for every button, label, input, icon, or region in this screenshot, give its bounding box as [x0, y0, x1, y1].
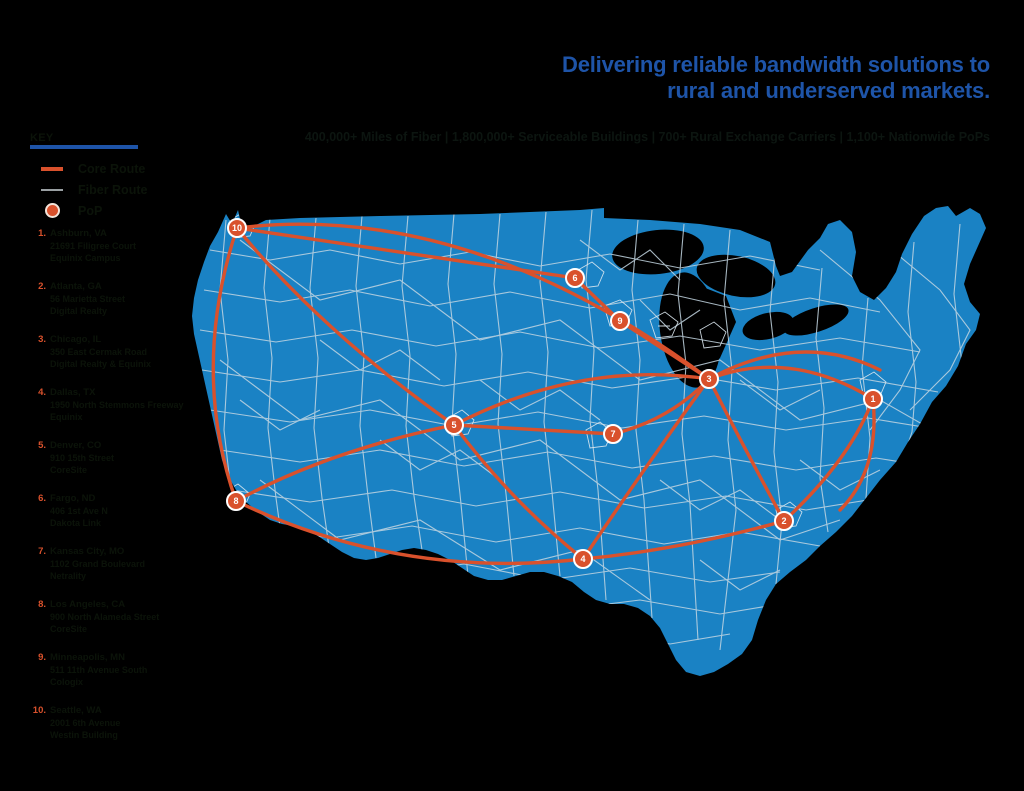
list-item: 10. Seattle, WA 2001 6th Avenue Westin B… [30, 705, 190, 741]
pop-index: 7. [38, 546, 46, 557]
pop-marker-1[interactable]: 1 [863, 389, 883, 409]
pop-address: 1950 North Stemmons Freeway [50, 400, 184, 410]
pop-facility: Dakota Link [50, 518, 102, 528]
list-item: 1. Ashburn, VA 21691 Filigree Court Equi… [30, 228, 190, 264]
pop-address: 2001 6th Avenue [50, 718, 121, 728]
pop-marker-8[interactable]: 8 [226, 491, 246, 511]
pop-marker-4[interactable]: 4 [573, 549, 593, 569]
list-item: 3. Chicago, IL 350 East Cermak Road Digi… [30, 334, 190, 370]
pop-city: Seattle, WA [50, 705, 102, 716]
pop-city: Chicago, IL [50, 334, 102, 345]
pop-index: 3. [38, 334, 46, 345]
pop-city: Ashburn, VA [50, 228, 107, 239]
pop-index: 1. [38, 228, 46, 239]
list-item: 8. Los Angeles, CA 900 North Alameda Str… [30, 599, 190, 635]
page-header: Delivering reliable bandwidth solutions … [0, 52, 990, 104]
pop-address: 21691 Filigree Court [50, 241, 137, 251]
list-item: 5. Denver, CO 910 15th Street CoreSite [30, 440, 190, 476]
stats-subtitle: 400,000+ Miles of Fiber | 1,800,000+ Ser… [304, 130, 990, 144]
legend-item-core-route: Core Route [36, 158, 180, 179]
pop-index: 5. [38, 440, 46, 451]
pop-markers-layer: 1 2 3 4 5 [226, 218, 883, 569]
pop-marker-3[interactable]: 3 [699, 369, 719, 389]
page-title-line-2: rural and underserved markets. [667, 78, 990, 103]
pop-city: Los Angeles, CA [50, 599, 126, 610]
pop-facility: Digital Realty [50, 306, 108, 316]
pop-index: 4. [38, 387, 46, 398]
pop-marker-5[interactable]: 5 [444, 415, 464, 435]
pop-facility: CoreSite [50, 465, 88, 475]
pop-index: 10. [32, 705, 46, 716]
pop-address: 910 15th Street [50, 453, 115, 463]
legend-title: KEY [30, 132, 54, 144]
pop-city: Denver, CO [50, 440, 102, 451]
pop-facility: Digital Realty & Equinix [50, 359, 152, 369]
pop-marker-label: 4 [580, 554, 585, 564]
pop-marker-label: 7 [610, 429, 615, 439]
usa-landmass [192, 206, 986, 676]
legend-label-fiber-route: Fiber Route [78, 182, 148, 197]
list-item: 7. Kansas City, MO 1102 Grand Boulevard … [30, 546, 190, 582]
legend-label-core-route: Core Route [78, 161, 146, 176]
pop-facility: Equinix [50, 412, 83, 422]
orange-ring-icon [36, 203, 68, 218]
orange-line-icon [36, 166, 68, 171]
pop-marker-label: 9 [617, 316, 622, 326]
pop-address: 56 Marietta Street [50, 294, 126, 304]
pop-city: Dallas, TX [50, 387, 96, 398]
list-item: 6. Fargo, ND 406 1st Ave N Dakota Link [30, 493, 190, 529]
pop-index: 9. [38, 652, 46, 663]
list-item: 2. Atlanta, GA 56 Marietta Street Digita… [30, 281, 190, 317]
page-title-line-1: Delivering reliable bandwidth solutions … [562, 52, 990, 77]
map-legend: KEY Core Route Fiber Route PoP [30, 132, 180, 221]
usa-network-map: 1 2 3 4 5 [180, 180, 1020, 760]
pop-marker-10[interactable]: 10 [227, 218, 247, 238]
pop-marker-7[interactable]: 7 [603, 424, 623, 444]
pop-marker-6[interactable]: 6 [565, 268, 585, 288]
pop-marker-label: 8 [233, 496, 238, 506]
pop-address: 350 East Cermak Road [50, 347, 148, 357]
pop-address: 406 1st Ave N [50, 506, 108, 516]
pop-facility: Equinix Campus [50, 253, 121, 263]
legend-item-pop: PoP [36, 200, 180, 221]
list-item: 9. Minneapolis, MN 511 11th Avenue South… [30, 652, 190, 688]
pop-marker-9[interactable]: 9 [610, 311, 630, 331]
pop-marker-label: 6 [572, 273, 577, 283]
pop-city: Kansas City, MO [50, 546, 125, 557]
pop-address: 1102 Grand Boulevard [50, 559, 146, 569]
pop-index: 2. [38, 281, 46, 292]
pop-marker-label: 3 [706, 374, 711, 384]
pop-facility: Netrality [50, 571, 87, 581]
pop-city: Fargo, ND [50, 493, 96, 504]
pop-facility: Westin Building [50, 730, 118, 740]
pop-marker-label: 1 [870, 394, 875, 404]
list-item: 4. Dallas, TX 1950 North Stemmons Freewa… [30, 387, 190, 423]
pop-address: 900 North Alameda Street [50, 612, 160, 622]
pop-marker-label: 5 [451, 420, 456, 430]
pop-index: 8. [38, 599, 46, 610]
pop-city: Minneapolis, MN [50, 652, 125, 663]
pop-facility: CoreSite [50, 624, 88, 634]
pop-address: 511 11th Avenue South [50, 665, 148, 675]
pop-location-list: 1. Ashburn, VA 21691 Filigree Court Equi… [30, 228, 190, 758]
pop-index: 6. [38, 493, 46, 504]
legend-item-fiber-route: Fiber Route [36, 179, 180, 200]
pop-city: Atlanta, GA [50, 281, 102, 292]
pop-facility: Cologix [50, 677, 83, 687]
pop-marker-label: 2 [781, 516, 786, 526]
gray-line-icon [36, 188, 68, 191]
pop-marker-2[interactable]: 2 [774, 511, 794, 531]
legend-underline [30, 145, 138, 149]
pop-marker-label: 10 [232, 223, 242, 233]
legend-label-pop: PoP [78, 203, 103, 218]
